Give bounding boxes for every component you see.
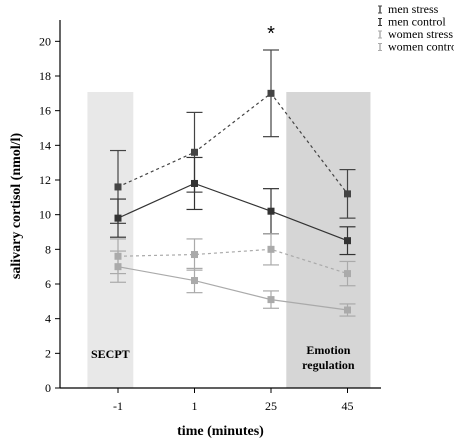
significance-marker: *: [267, 23, 275, 45]
legend-label: women stress: [388, 27, 453, 41]
data-point: [191, 148, 198, 156]
legend-label: men stress: [388, 2, 439, 16]
legend-label: men control: [388, 15, 446, 29]
x-tick-label: 1: [192, 399, 198, 413]
data-point: [114, 263, 122, 271]
data-point: [191, 179, 198, 187]
y-tick-label: 20: [39, 34, 51, 48]
y-tick-label: 2: [45, 346, 51, 360]
shaded-region: [286, 92, 371, 388]
y-tick-label: 18: [39, 69, 51, 83]
series-line: [117, 182, 348, 242]
y-tick-label: 10: [39, 208, 51, 222]
data-point: [344, 270, 351, 278]
data-point: [191, 251, 198, 259]
series-women-stress: [110, 233, 356, 287]
y-axis-title: salivary cortisol (nmol/l): [9, 133, 24, 280]
y-tick-label: 4: [45, 312, 51, 326]
data-point: [267, 207, 275, 215]
series-women-control: [110, 250, 356, 317]
x-tick-label: -1: [113, 399, 123, 413]
series-line: [117, 92, 348, 195]
shaded-region-label-line: Emotion: [306, 343, 350, 357]
shaded-region-label-line: regulation: [302, 358, 355, 372]
x-axis-title: time (minutes): [177, 424, 264, 439]
series-line: [117, 248, 348, 275]
y-tick-label: 12: [39, 173, 51, 187]
data-point: [344, 190, 351, 198]
series-men-stress: [110, 49, 356, 224]
data-point: [267, 245, 275, 253]
data-point: [191, 277, 198, 285]
y-tick-label: 14: [39, 138, 51, 152]
data-point: [114, 214, 122, 222]
data-point: [344, 237, 351, 245]
y-tick-label: 6: [45, 277, 51, 291]
data-point: [114, 183, 122, 191]
y-tick-label: 0: [45, 381, 51, 395]
y-tick-label: 8: [45, 242, 51, 256]
y-tick-label: 16: [39, 104, 51, 118]
data-point: [267, 89, 275, 97]
series-men-control: [110, 156, 356, 256]
x-tick-label: 45: [342, 399, 354, 413]
data-point: [344, 306, 351, 314]
series-line: [117, 266, 348, 311]
shaded-regions: SECPT Emotion regulation: [87, 92, 371, 388]
shaded-region-label: Emotion regulation: [302, 343, 355, 372]
shaded-region-label: SECPT: [91, 347, 130, 361]
data-point: [267, 296, 275, 304]
series-group: [110, 49, 356, 317]
x-tick-label: 25: [265, 399, 277, 413]
shaded-region: [87, 92, 134, 388]
annotations: *: [267, 23, 275, 45]
legend-label: women control: [388, 40, 454, 54]
axes: 0 2 4 6 8 10 12 14 16 18 20 -1 1 25 45: [39, 20, 381, 413]
